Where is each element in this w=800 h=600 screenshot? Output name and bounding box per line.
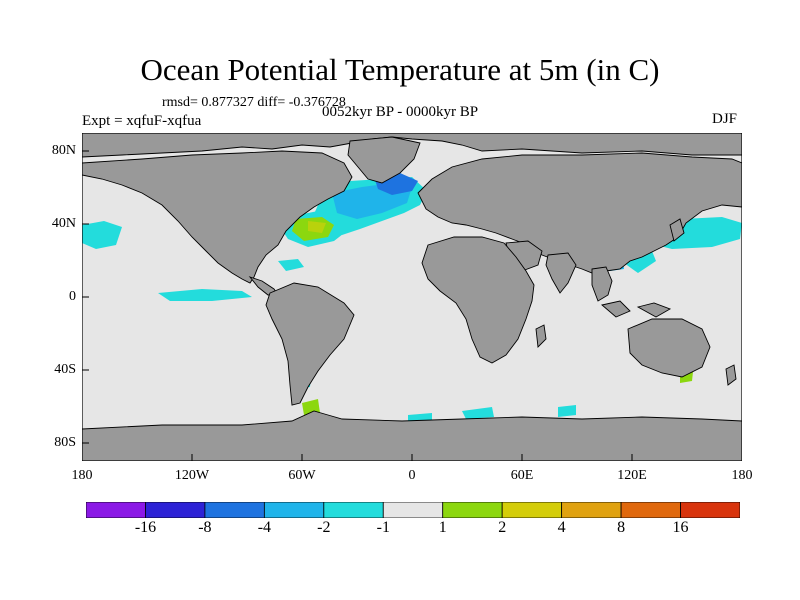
new-zealand [725,364,737,386]
australia [627,318,711,378]
eurasia [417,152,742,274]
equatorial-pacific-cyan [158,289,252,301]
colorbar-box [323,502,384,518]
colorbar-label: 1 [438,519,447,536]
madagascar [535,324,547,348]
colorbar-label: -8 [198,519,212,536]
colorbar-label: -16 [134,519,157,536]
lat-tick-label: 80S [54,435,76,450]
colorbar-box [263,502,325,518]
colorbar-box [680,502,740,518]
colorbar-label: 16 [672,519,689,536]
india [545,252,577,294]
new-guinea [636,302,672,318]
lon-tick-label: 180 [71,468,93,483]
colorbar-label: -2 [317,519,331,536]
sumatra-borneo [601,300,631,318]
africa [421,236,535,364]
japan [669,218,685,242]
colorbar-label: 8 [617,519,626,536]
southern-ocean-cyan-2 [558,405,576,417]
lon-tick-label: 60E [510,468,534,483]
lat-tick-label: 80N [51,143,76,158]
greenland [347,136,421,184]
lon-tick-label: 0 [408,468,416,483]
southern-ocean-cyan [462,407,494,419]
land [82,133,742,461]
lon-tick-label: 180 [731,468,753,483]
colorbar-box [382,502,444,518]
colorbar-box [86,502,146,518]
lat-tick-label: 0 [69,289,76,304]
south-america [265,282,355,406]
colorbar [86,502,740,518]
rmsd-diff-stats: rmsd= 0.877327 diff= -0.376728 [162,95,346,110]
colorbar-box [442,502,503,518]
colorbar-label: 4 [557,519,566,536]
colorbar-label: 2 [498,519,507,536]
colorbar-label: -4 [257,519,272,536]
caribbean-cyan [278,259,304,271]
lon-tick-label: 120W [174,468,210,483]
np-west-cyan [82,221,122,249]
colorbar-box [620,502,681,518]
colorbar-box [204,502,265,518]
colorbar-box [501,502,563,518]
gulf-stream-yellow [308,221,326,233]
lat-tick-label: 40S [54,362,76,377]
antarctica [82,410,742,461]
season-label: DJF [712,111,738,127]
map-title: Ocean Potential Temperature at 5m (in C) [140,52,660,87]
colorbar-label: -1 [376,519,390,536]
lat-tick-label: 40N [51,216,76,231]
colorbar-box [145,502,206,518]
colorbar-box [561,502,622,518]
lon-tick-label: 120E [617,468,647,483]
axis-ticks [82,150,633,461]
indochina [591,266,613,302]
world-map [82,133,742,461]
north-america [82,150,353,284]
lon-tick-label: 60W [288,468,316,483]
period-label: 0052kyr BP - 0000kyr BP [322,104,479,120]
experiment-label: Expt = xqfuF-xqfua [82,113,202,129]
